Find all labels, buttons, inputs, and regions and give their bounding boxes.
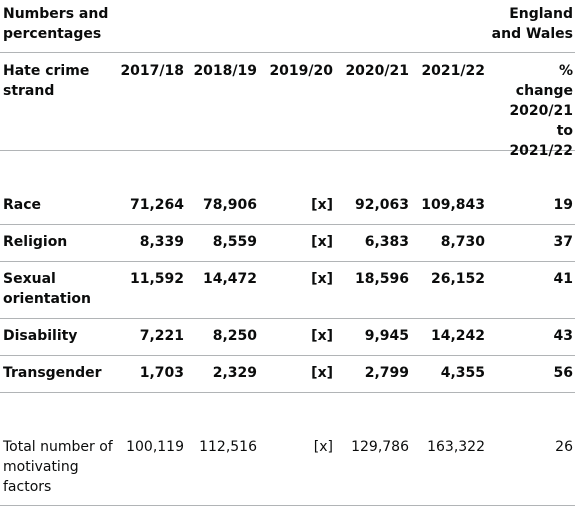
table-cell: 4,355 [440,365,485,381]
column-header: 2020/21 [345,63,409,79]
table-cell: 19 [553,197,573,213]
column-header: % change 2020/21 to 2021/22 [509,63,573,159]
table-cell: 163,322 [427,439,485,455]
table-cell: 100,119 [126,439,184,455]
table-cell: 92,063 [354,197,409,213]
row-header: Sexual orientation [3,271,91,307]
rule [0,150,575,151]
rule [0,52,575,53]
column-header: 2021/22 [421,63,485,79]
column-header: 2018/19 [193,63,257,79]
table-cell: 8,559 [212,234,257,250]
column-header: 2017/18 [120,63,184,79]
table-cell: 37 [553,234,573,250]
table-cell: 8,339 [139,234,184,250]
column-header: Hate crime strand [3,63,90,99]
table-cell: 1,703 [139,365,184,381]
table-cell: 109,843 [421,197,485,213]
table-cell: 112,516 [199,439,257,455]
row-header: Race [3,197,42,213]
rule [0,355,575,356]
table-cell: 26,152 [430,271,485,287]
table-cell: 2,799 [364,365,409,381]
table-cell: [x] [311,365,333,381]
table-cell: 43 [553,328,573,344]
table-cell: 18,596 [354,271,409,287]
table-cell: 11,592 [129,271,184,287]
table-cell: 14,472 [202,271,257,287]
row-header: Disability [3,328,78,344]
table-cell: 129,786 [351,439,409,455]
table-cell: [x] [311,197,333,213]
table-caption: Numbers and percentages [3,6,109,42]
table-cell: 26 [555,439,573,455]
table-cell: 2,329 [212,365,257,381]
table-cell: 56 [553,365,573,381]
column-header: 2019/20 [269,63,333,79]
table-region: England and Wales [491,6,573,42]
row-header: Total number of motivating factors [3,439,113,495]
table-cell: 14,242 [430,328,485,344]
table-cell: [x] [313,439,333,455]
table-cell: 41 [553,271,573,287]
table-cell: 78,906 [202,197,257,213]
table-cell: [x] [311,234,333,250]
table-cell: [x] [311,328,333,344]
table-cell: 6,383 [364,234,409,250]
row-header: Religion [3,234,68,250]
table-cell: 9,945 [364,328,409,344]
table-cell: 8,250 [212,328,257,344]
rule [0,505,575,506]
rule [0,318,575,319]
table-cell: 8,730 [440,234,485,250]
rule [0,392,575,393]
table-cell: [x] [311,271,333,287]
rule [0,224,575,225]
table-cell: 7,221 [139,328,184,344]
rule [0,261,575,262]
row-header: Transgender [3,365,102,381]
table-cell: 71,264 [129,197,184,213]
